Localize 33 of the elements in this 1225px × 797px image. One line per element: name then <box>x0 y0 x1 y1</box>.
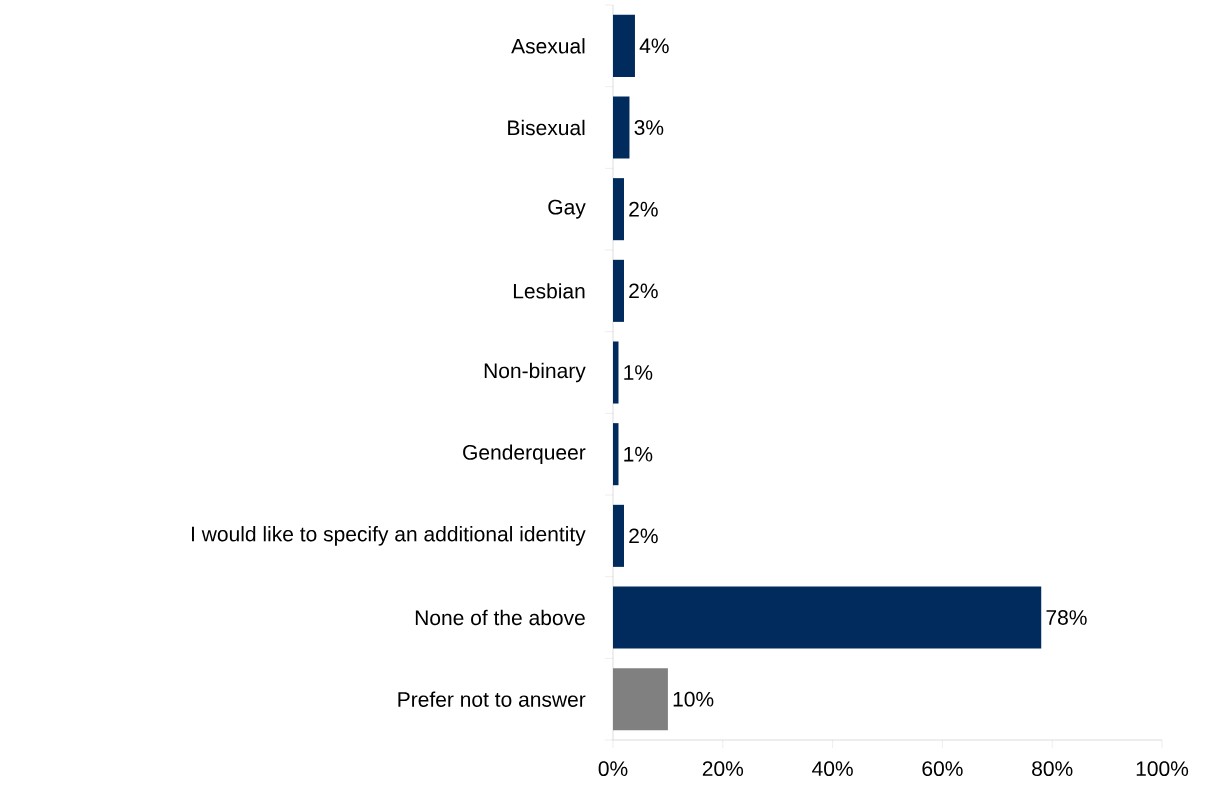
data-label: 4% <box>639 38 669 54</box>
x-tick-label: 60% <box>922 761 963 777</box>
y-tick-label: I would like to specify an additional identity <box>192 526 586 546</box>
bar <box>613 178 624 241</box>
bar <box>613 586 1042 649</box>
x-tick-label: 100% <box>1136 761 1189 777</box>
x-tick-label: 20% <box>702 761 744 777</box>
y-tick-label: None of the above <box>415 609 585 626</box>
x-tick-label: 40% <box>812 761 853 777</box>
bar <box>613 14 635 77</box>
data-label: 78% <box>1046 610 1087 625</box>
data-label: 3% <box>634 120 664 135</box>
y-tick-label: Lesbian <box>513 283 585 299</box>
bar <box>613 668 668 731</box>
data-label: 1% <box>624 446 653 462</box>
y-tick-label: Asexual <box>511 38 585 54</box>
data-label: 2% <box>629 283 658 299</box>
x-tick-label: 80% <box>1032 761 1073 777</box>
data-label: 2% <box>629 528 658 544</box>
y-tick-label: Genderqueer <box>463 444 586 464</box>
y-tick-label: Prefer not to answer <box>398 691 586 707</box>
bar <box>613 259 624 322</box>
bar <box>613 423 619 486</box>
bar <box>613 96 630 159</box>
y-tick-label: Gay <box>548 199 586 219</box>
y-tick-label: Bisexual <box>508 119 585 136</box>
data-label: 2% <box>629 201 658 217</box>
y-tick-label: Non-binary <box>484 362 586 383</box>
bar <box>613 504 624 567</box>
bar <box>613 341 619 404</box>
x-tick-label: 0% <box>598 761 628 777</box>
data-label: 10% <box>673 691 714 707</box>
data-label: 1% <box>624 365 653 380</box>
